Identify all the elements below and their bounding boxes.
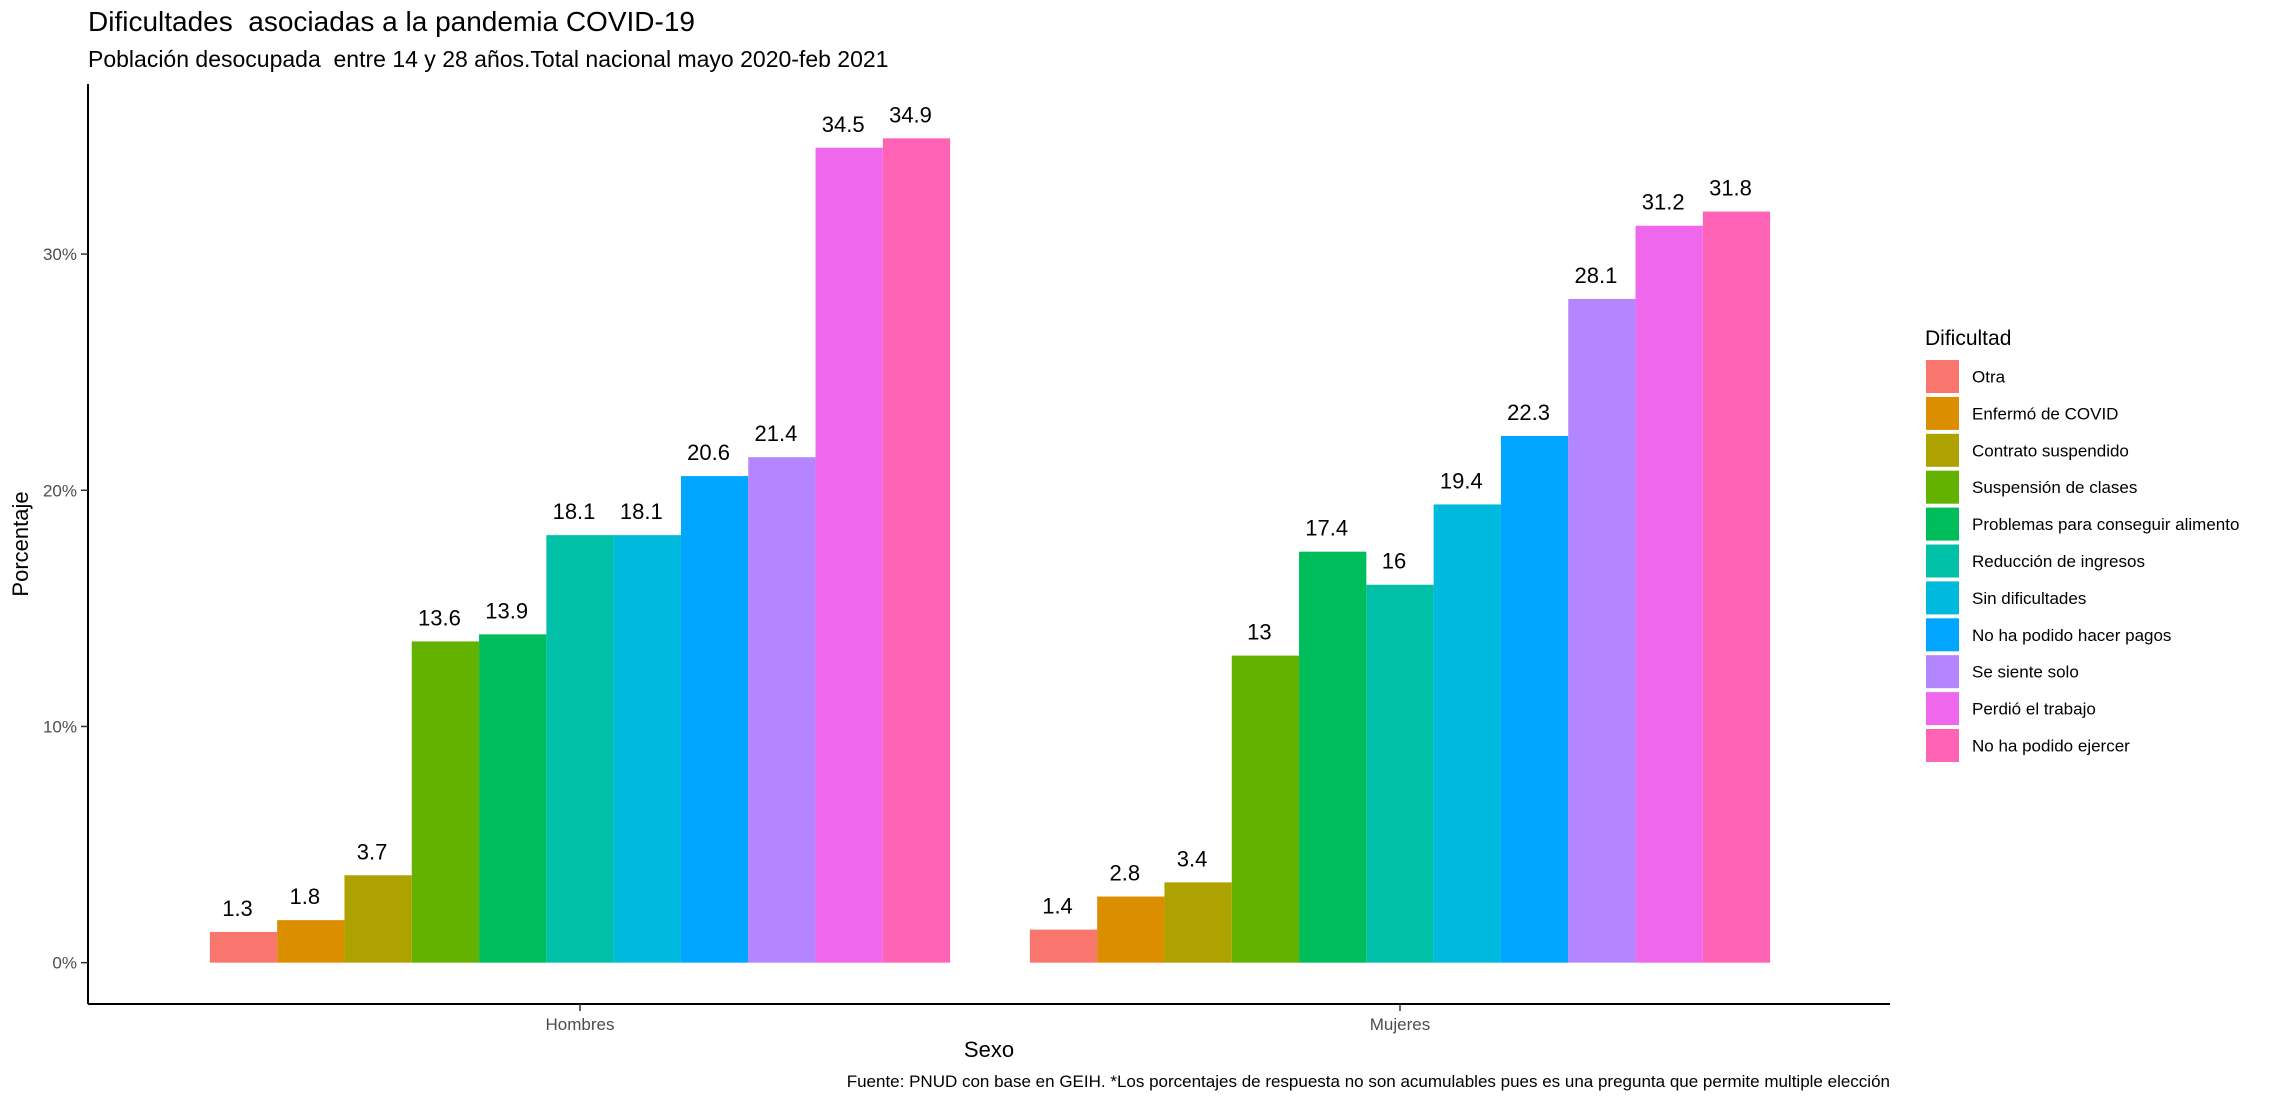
legend-label-3: Contrato suspendido — [1972, 441, 2129, 460]
bar-label-hombres-6: 18.1 — [553, 499, 596, 524]
bar-label-hombres-3: 3.7 — [357, 839, 388, 864]
bar-label-mujeres-3: 3.4 — [1177, 846, 1208, 871]
legend-items: Otra Enfermó de COVID Contrato suspendido S… — [1926, 360, 2239, 762]
bar-hombres-10 — [815, 147, 883, 963]
y-ticks-layer: 0% 10% 20% 30% — [43, 245, 88, 973]
bar-mujeres-3 — [1164, 882, 1232, 963]
bar-mujeres-10 — [1635, 225, 1703, 963]
legend-label-10: Perdió el trabajo — [1972, 700, 2096, 719]
bar-label-hombres-5: 13.9 — [485, 598, 528, 623]
bar-label-mujeres-1: 1.4 — [1042, 894, 1073, 919]
legend-key-10 — [1926, 692, 1959, 726]
legend-key-4 — [1926, 470, 1959, 504]
bar-mujeres-7 — [1433, 504, 1501, 963]
bar-hombres-7 — [613, 535, 681, 963]
bar-label-mujeres-10: 31.2 — [1642, 190, 1685, 215]
bar-hombres-2 — [277, 920, 345, 963]
bar-hombres-8 — [680, 476, 749, 963]
y-tick-label: 30% — [43, 245, 77, 264]
legend-key-5 — [1926, 507, 1959, 541]
bar-hombres-3 — [344, 875, 412, 963]
legend-key-7 — [1926, 581, 1959, 615]
legend-title: Dificultad — [1925, 327, 2011, 350]
bar-label-hombres-8: 20.6 — [687, 440, 730, 465]
bar-mujeres-8 — [1500, 435, 1569, 963]
bar-hombres-4 — [411, 641, 480, 963]
bar-label-mujeres-9: 28.1 — [1574, 263, 1617, 288]
legend-key-11 — [1926, 729, 1959, 762]
bar-label-hombres-11: 34.9 — [889, 102, 932, 127]
legend-label-4: Suspensión de clases — [1972, 478, 2137, 497]
bar-label-mujeres-2: 2.8 — [1110, 861, 1141, 886]
legend-label-9: Se siente solo — [1972, 663, 2079, 682]
bar-mujeres-9 — [1568, 298, 1636, 963]
y-tick-label: 20% — [43, 481, 77, 500]
bar-hombres-11 — [882, 138, 951, 963]
legend-key-6 — [1926, 544, 1959, 578]
bar-label-hombres-10: 34.5 — [822, 112, 865, 137]
legend-label-5: Problemas para conseguir alimento — [1972, 515, 2239, 534]
bar-label-mujeres-5: 17.4 — [1305, 516, 1348, 541]
x-axis-title: Sexo — [964, 1037, 1014, 1062]
bar-label-mujeres-7: 19.4 — [1440, 468, 1483, 493]
bar-label-hombres-2: 1.8 — [290, 884, 321, 909]
bar-hombres-9 — [748, 457, 816, 963]
legend-label-8: No ha podido hacer pagos — [1972, 626, 2171, 645]
bar-label-mujeres-11: 31.8 — [1709, 176, 1752, 201]
bar-label-mujeres-6: 16 — [1382, 549, 1406, 574]
legend-key-3 — [1926, 433, 1959, 467]
bar-mujeres-6 — [1366, 584, 1434, 963]
bar-labels-layer: 1.3 1.8 3.7 13.6 13.9 18.1 18.1 20.6 21.4 34.5 34.… — [222, 102, 1752, 921]
bars-layer — [209, 138, 1771, 963]
legend: Dificultad Otra Enfermó de COVID Contrato … — [1925, 327, 2239, 762]
bar-hombres-6 — [546, 535, 614, 963]
legend-label-11: No ha podido ejercer — [1972, 737, 2130, 756]
bar-label-hombres-1: 1.3 — [222, 896, 253, 921]
legend-label-6: Reducción de ingresos — [1972, 552, 2145, 571]
x-tick-label-hombres: Hombres — [546, 1015, 615, 1034]
legend-label-1: Otra — [1972, 368, 2006, 387]
bar-label-hombres-4: 13.6 — [418, 605, 461, 630]
bar-mujeres-4 — [1231, 655, 1300, 963]
bar-mujeres-5 — [1299, 551, 1367, 963]
legend-key-1 — [1926, 360, 1959, 393]
chart-title: Dificultades asociadas a la pandemia COV… — [88, 6, 695, 37]
y-axis-title: Porcentaje — [8, 491, 33, 596]
bar-label-hombres-9: 21.4 — [754, 421, 797, 446]
x-tick-label-mujeres: Mujeres — [1370, 1015, 1430, 1034]
bar-label-mujeres-4: 13 — [1247, 620, 1271, 645]
chart-caption: Fuente: PNUD con base en GEIH. *Los porc… — [847, 1072, 1890, 1091]
legend-key-2 — [1926, 396, 1959, 430]
legend-key-9 — [1926, 655, 1959, 689]
bar-mujeres-2 — [1097, 896, 1165, 963]
x-ticks-layer: Hombres Mujeres — [546, 1004, 1430, 1034]
bar-hombres-5 — [479, 634, 547, 963]
legend-label-2: Enfermó de COVID — [1972, 404, 2118, 423]
axes-layer — [87, 84, 1890, 1005]
bar-mujeres-1 — [1029, 929, 1098, 963]
y-tick-label: 0% — [52, 954, 77, 973]
bar-mujeres-11 — [1702, 211, 1771, 963]
bar-hombres-1 — [209, 931, 278, 963]
legend-key-8 — [1926, 618, 1959, 652]
legend-label-7: Sin dificultades — [1972, 589, 2086, 608]
bar-label-hombres-7: 18.1 — [620, 499, 663, 524]
bar-label-mujeres-8: 22.3 — [1507, 400, 1550, 425]
y-tick-label: 10% — [43, 717, 77, 736]
chart-subtitle: Población desocupada entre 14 y 28 años.… — [88, 46, 889, 72]
